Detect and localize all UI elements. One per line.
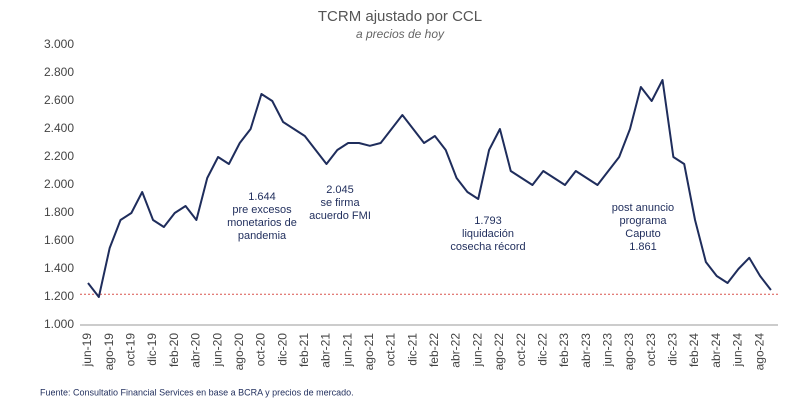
y-tick-label: 1.400	[44, 261, 74, 275]
annotation: acuerdo FMI	[309, 210, 371, 222]
x-tick-label: feb-23	[557, 333, 571, 367]
x-tick-label: oct-20	[254, 333, 268, 367]
y-tick-label: 2.000	[44, 177, 74, 191]
source: Fuente: Consultatio Financial Services e…	[40, 387, 354, 397]
annotation: cosecha récord	[450, 241, 525, 253]
annotation: se firma	[320, 197, 360, 209]
annotation: 1.793	[474, 215, 502, 227]
chart-subtitle: a precios de hoy	[356, 27, 445, 41]
x-tick-label: ago-24	[752, 333, 766, 371]
x-tick-label: abr-22	[449, 333, 463, 368]
x-tick-label: feb-24	[687, 333, 701, 367]
annotation: programa	[619, 215, 667, 227]
annotation: 1.861	[629, 241, 657, 253]
series-line	[87, 79, 772, 298]
annotation: pandemia	[238, 230, 287, 242]
annotation: 2.045	[326, 184, 354, 196]
y-tick-label: 1.600	[44, 233, 74, 247]
x-tick-label: abr-24	[709, 333, 723, 368]
x-tick-label: dic-21	[405, 333, 419, 366]
x-tick-label: ago-23	[622, 333, 636, 371]
x-tick-label: ago-22	[492, 333, 506, 371]
x-tick-label: oct-21	[384, 333, 398, 367]
x-tick-label: abr-21	[319, 333, 333, 368]
annotation: monetarios de	[227, 217, 297, 229]
annotation: pre excesos	[232, 204, 292, 216]
y-tick-label: 1.200	[44, 289, 74, 303]
annotation: 1.644	[248, 191, 276, 203]
x-tick-label: dic-22	[535, 333, 549, 366]
x-tick-label: ago-19	[102, 333, 116, 371]
y-tick-label: 1.800	[44, 205, 74, 219]
annotation: liquidación	[462, 228, 514, 240]
x-tick-label: ago-20	[232, 333, 246, 371]
x-tick-label: jun-24	[731, 333, 745, 368]
y-tick-label: 1.000	[44, 317, 74, 331]
x-tick-label: jun-22	[470, 333, 484, 368]
x-tick-label: jun-21	[340, 333, 354, 368]
chart-title: TCRM ajustado por CCL	[318, 8, 482, 25]
y-tick-label: 3.000	[44, 37, 74, 51]
x-tick-label: dic-19	[145, 333, 159, 366]
x-tick-label: jun-23	[600, 333, 614, 368]
x-tick-label: feb-22	[427, 333, 441, 367]
x-tick-label: oct-23	[644, 333, 658, 367]
y-tick-label: 2.800	[44, 65, 74, 79]
y-tick-label: 2.400	[44, 121, 74, 135]
x-tick-label: feb-20	[167, 333, 181, 367]
x-tick-label: jun-19	[80, 333, 94, 368]
annotation: Caputo	[625, 228, 660, 240]
x-tick-label: abr-20	[189, 333, 203, 368]
y-tick-label: 2.200	[44, 149, 74, 163]
x-tick-label: oct-19	[124, 333, 138, 367]
y-tick-label: 2.600	[44, 93, 74, 107]
x-tick-label: oct-22	[514, 333, 528, 367]
x-tick-label: dic-20	[275, 333, 289, 366]
x-tick-label: abr-23	[579, 333, 593, 368]
x-tick-label: jun-20	[210, 333, 224, 368]
annotation: post anuncio	[612, 202, 674, 214]
x-tick-label: feb-21	[297, 333, 311, 367]
x-tick-label: dic-23	[666, 333, 680, 366]
x-tick-label: ago-21	[362, 333, 376, 371]
